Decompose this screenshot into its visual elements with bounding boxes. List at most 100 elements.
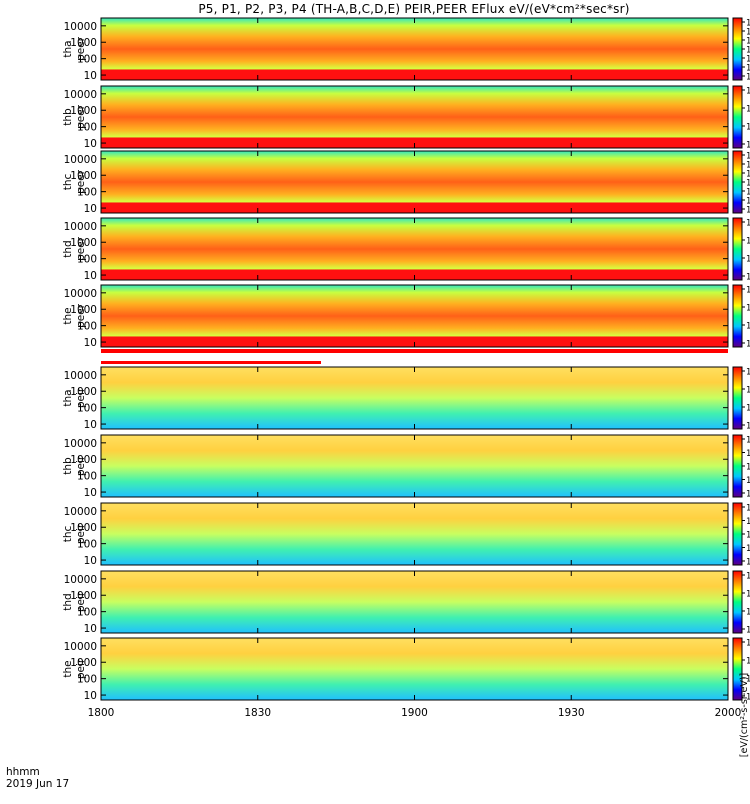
spectrogram-image xyxy=(101,285,728,347)
colorbar-tick-label: 10⁸ xyxy=(746,219,750,229)
colorbar-tick-label: 10⁵ xyxy=(746,46,750,56)
y-tick-label: 10000 xyxy=(64,370,97,382)
colorbar-tick-label: 10⁶ xyxy=(746,37,750,47)
y-tick-label: 100 xyxy=(77,471,97,483)
y-tick-label: 10000 xyxy=(64,288,97,300)
x-tick-label: 1800 xyxy=(88,707,115,719)
panel-species-label: peer xyxy=(75,236,87,261)
x-tick-label: 1900 xyxy=(401,707,428,719)
panel-probe-label: thc xyxy=(62,526,74,543)
colorbar-tick-label: 10⁴ xyxy=(746,322,750,332)
colorbar-tick-label: 10¹ xyxy=(746,558,750,568)
x-tick-label: 1930 xyxy=(558,707,585,719)
spectrogram-image xyxy=(101,218,728,280)
colorbar-tick-label: 10³ xyxy=(746,531,750,541)
x-axis-label: hhmm xyxy=(6,766,40,778)
colorbar-tick-label: 10⁴ xyxy=(746,123,750,133)
y-tick-label: 100 xyxy=(77,254,97,266)
colorbar-tick-label: 10⁶ xyxy=(746,639,750,649)
y-tick-label: 1000 xyxy=(70,170,97,182)
colorbar-tick-label: 10⁸ xyxy=(746,286,750,296)
y-tick-label: 10 xyxy=(84,555,97,567)
colorbar-tick-label: 10⁰ xyxy=(746,422,750,432)
y-tick-label: 10 xyxy=(84,203,97,215)
colorbar-tick-label: 10⁴ xyxy=(746,255,750,265)
spectrogram-image xyxy=(101,638,728,700)
chart-title: P5, P1, P2, P3, P4 (TH-A,B,C,D,E) PEIR,P… xyxy=(198,2,630,16)
y-tick-label: 1000 xyxy=(70,657,97,669)
spectrogram-image xyxy=(101,571,728,633)
colorbar-tick-label: 10⁴ xyxy=(746,517,750,527)
y-tick-label: 10 xyxy=(84,270,97,282)
y-tick-label: 10000 xyxy=(64,506,97,518)
panel-species-label: peir xyxy=(75,591,87,612)
colorbar xyxy=(732,150,743,214)
spectrogram-image xyxy=(101,18,728,80)
y-tick-label: 10 xyxy=(84,70,97,82)
colorbar-tick-label: 10² xyxy=(746,340,750,350)
panel-probe-label: tha xyxy=(62,40,74,57)
colorbar-tick-label: 10⁵ xyxy=(746,436,750,446)
colorbar-tick-label: 10² xyxy=(746,544,750,554)
y-tick-label: 10000 xyxy=(64,154,97,166)
y-tick-label: 10000 xyxy=(64,89,97,101)
panel-probe-label: the xyxy=(62,307,74,324)
colorbar-tick-label: 10⁶ xyxy=(746,368,750,378)
colorbar-tick-label: 10³ xyxy=(746,197,750,207)
y-tick-label: 1000 xyxy=(70,522,97,534)
y-tick-label: 10 xyxy=(84,419,97,431)
colorbar xyxy=(732,434,743,498)
colorbar xyxy=(732,284,743,348)
panel-species-label: peir xyxy=(75,455,87,476)
colorbar xyxy=(732,570,743,634)
separator-bar xyxy=(101,361,321,364)
y-tick-label: 100 xyxy=(77,607,97,619)
colorbar-tick-label: 10⁷ xyxy=(746,28,750,38)
panel-probe-label: thc xyxy=(62,174,74,191)
colorbar xyxy=(732,637,743,701)
y-tick-label: 10 xyxy=(84,487,97,499)
colorbar-tick-label: 10⁵ xyxy=(746,179,750,189)
colorbar-tick-label: 10⁴ xyxy=(746,449,750,459)
panel-species-label: peer xyxy=(75,36,87,61)
y-tick-label: 1000 xyxy=(70,237,97,249)
y-tick-label: 10 xyxy=(84,138,97,150)
separator-bar xyxy=(101,349,728,353)
colorbar-tick-label: 10³ xyxy=(746,463,750,473)
y-tick-label: 1000 xyxy=(70,386,97,398)
spectrogram-image xyxy=(101,435,728,497)
colorbar-tick-label: 10⁶ xyxy=(746,237,750,247)
colorbar-tick-label: 10⁶ xyxy=(746,105,750,115)
colorbar xyxy=(732,502,743,566)
y-tick-label: 100 xyxy=(77,403,97,415)
y-tick-label: 10000 xyxy=(64,221,97,233)
y-tick-label: 1000 xyxy=(70,304,97,316)
y-tick-label: 1000 xyxy=(70,105,97,117)
colorbar-tick-label: 10⁸ xyxy=(746,87,750,97)
y-tick-label: 10 xyxy=(84,623,97,635)
y-tick-label: 10000 xyxy=(64,438,97,450)
y-tick-label: 100 xyxy=(77,674,97,686)
y-tick-label: 1000 xyxy=(70,590,97,602)
panel-probe-label: thd xyxy=(62,240,74,257)
colorbar-tick-label: 10² xyxy=(746,141,750,151)
y-tick-label: 10000 xyxy=(64,641,97,653)
panel-species-label: peer xyxy=(75,169,87,194)
x-tick-label: 1830 xyxy=(244,707,271,719)
x-axis-date: 2019 Jun 17 xyxy=(6,778,70,790)
panel-probe-label: thb xyxy=(62,108,74,126)
colorbar-tick-label: 10² xyxy=(746,206,750,216)
y-tick-label: 100 xyxy=(77,54,97,66)
colorbar-tick-label: 10⁴ xyxy=(746,188,750,198)
colorbar xyxy=(732,217,743,281)
